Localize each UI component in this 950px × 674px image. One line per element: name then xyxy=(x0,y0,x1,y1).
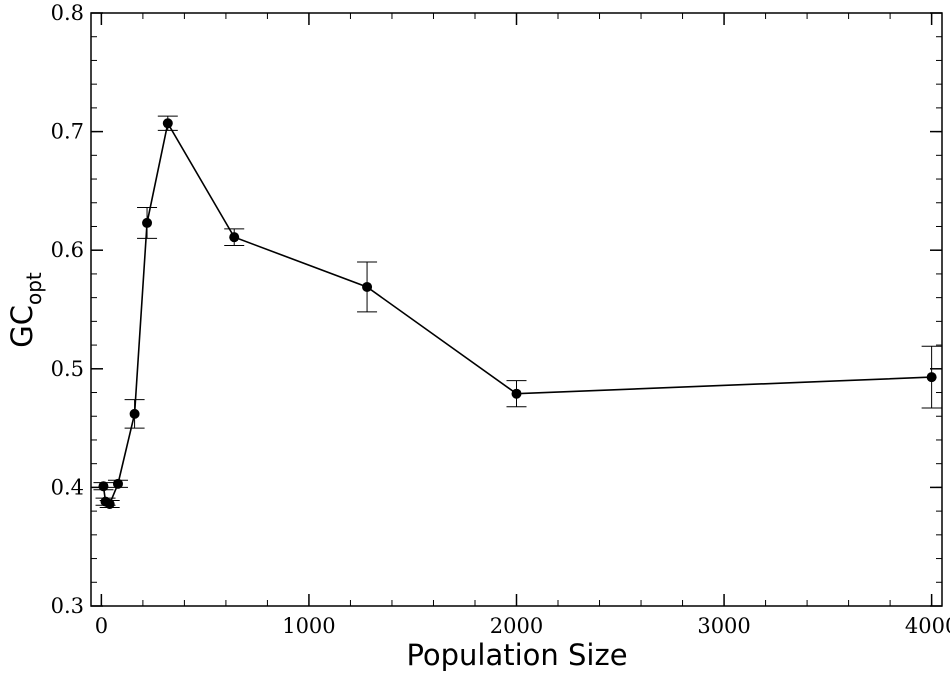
x-tick-label: 2000 xyxy=(490,614,543,638)
x-axis-title: Population Size xyxy=(406,638,627,672)
data-point xyxy=(162,118,173,129)
axis-ticks xyxy=(91,12,942,607)
y-axis-title-main: GC xyxy=(5,305,39,348)
y-axis-title: GCopt xyxy=(5,272,46,348)
x-tick-label: 0 xyxy=(95,614,108,638)
data-point xyxy=(142,217,153,228)
y-tick-label: 0.5 xyxy=(51,357,84,381)
data-point xyxy=(112,478,123,489)
y-tick-label: 0.7 xyxy=(51,120,84,144)
y-tick-label: 0.3 xyxy=(51,594,84,618)
y-tick-label: 0.8 xyxy=(51,1,84,25)
series-layer xyxy=(93,115,942,510)
data-point xyxy=(511,388,522,399)
data-point xyxy=(129,408,140,419)
data-point xyxy=(229,232,240,243)
y-tick-label: 0.4 xyxy=(51,475,84,499)
data-point xyxy=(926,372,937,383)
data-point xyxy=(362,281,373,292)
x-tick-label: 1000 xyxy=(282,614,335,638)
y-axis-title-subscript: opt xyxy=(22,272,46,305)
x-tick-label: 3000 xyxy=(697,614,750,638)
data-point xyxy=(98,481,109,492)
y-tick-label: 0.6 xyxy=(51,238,84,262)
series-line xyxy=(102,121,932,506)
plot-frame xyxy=(90,12,943,607)
data-point xyxy=(104,499,115,510)
